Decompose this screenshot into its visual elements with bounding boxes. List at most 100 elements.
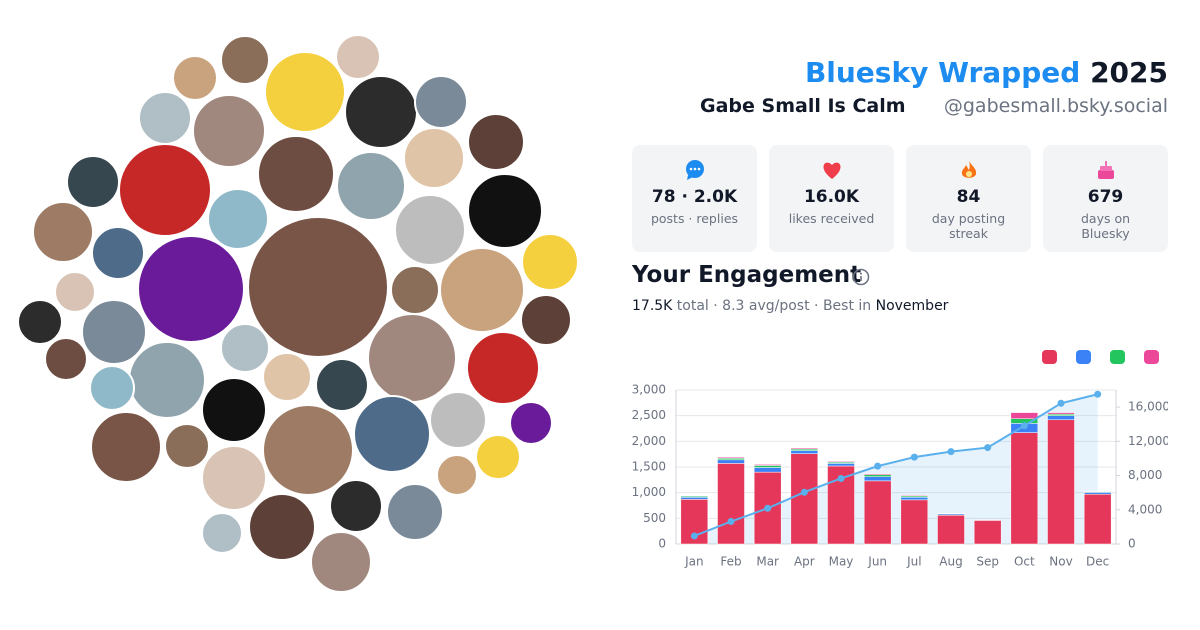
x-tick-label: Jun	[867, 555, 887, 569]
avatar	[220, 323, 270, 373]
avatar	[262, 404, 354, 496]
stat-value: 84	[956, 187, 981, 207]
summary-total: 17.5K	[632, 298, 673, 314]
bar-segment	[863, 480, 892, 545]
avatar	[44, 337, 88, 381]
section-title: Your Engagement	[632, 262, 862, 288]
avatar	[520, 294, 572, 346]
line-point	[690, 532, 698, 540]
bar-segment	[1083, 493, 1112, 545]
avatar	[521, 233, 579, 291]
cake-icon	[1097, 161, 1114, 179]
avatar-cloud	[17, 34, 579, 593]
x-tick-label: Sep	[976, 555, 999, 569]
bar-segment	[900, 494, 929, 497]
x-tick-label: Nov	[1049, 555, 1072, 569]
bar-segment	[1047, 412, 1075, 415]
stat-label: day posting streak	[931, 211, 1006, 241]
chat-icon	[685, 160, 704, 180]
line-point	[764, 504, 772, 512]
avatar	[164, 423, 210, 469]
bar-segment	[1010, 412, 1039, 419]
bar-segment	[973, 520, 1002, 545]
avatar	[264, 51, 346, 133]
bar-segment	[790, 450, 819, 454]
line-point	[727, 517, 735, 525]
avatar	[353, 395, 431, 473]
avatar	[394, 194, 466, 266]
avatar	[66, 155, 120, 209]
avatar	[247, 216, 389, 358]
x-tick-label: Jan	[684, 555, 704, 569]
avatar	[414, 75, 468, 129]
line-point	[984, 444, 992, 452]
y2-tick-label: 12,000	[1128, 434, 1168, 448]
bar-segment	[863, 474, 892, 478]
bar-segment	[790, 447, 819, 450]
engagement-chart: 0 500 1,000 1,500 2,000 2,500 3,000 0 4,000 8,000…	[632, 350, 1168, 569]
bar-segment	[717, 463, 745, 545]
x-tick-label: Feb	[720, 555, 741, 569]
avatar	[403, 127, 465, 189]
avatar	[192, 94, 266, 168]
bar-segment	[1047, 415, 1075, 421]
summary-text: total · 8.3 avg/post · Best in	[672, 298, 876, 314]
year: 2025	[1090, 56, 1168, 89]
avatar	[128, 341, 206, 419]
avatar	[367, 313, 457, 403]
line-point	[1094, 390, 1102, 398]
line-point	[1020, 422, 1028, 430]
avatar	[386, 483, 444, 541]
avatar	[315, 358, 369, 412]
y-tick-label: 2,000	[632, 434, 666, 448]
x-tick-label: Dec	[1086, 555, 1109, 569]
stat-card: 16.0K likes received	[769, 145, 894, 252]
bar-segment	[827, 461, 855, 463]
avatar	[509, 401, 553, 445]
avatar	[466, 331, 540, 405]
x-tick-label: Apr	[794, 555, 815, 569]
avatar	[220, 35, 270, 85]
bar-segment	[900, 499, 929, 545]
brand: Bluesky Wrapped	[804, 56, 1081, 89]
legend-icon[interactable]	[1042, 350, 1057, 364]
avatar	[344, 75, 418, 149]
stat-label: posts · replies	[650, 211, 739, 226]
stat-cards: 78 · 2.0K posts · replies 16.0K likes re…	[632, 145, 1168, 252]
bar-segment	[1010, 432, 1039, 545]
stat-card: 679 days on Bluesky	[1043, 145, 1168, 252]
y-tick-label: 1,500	[632, 460, 666, 474]
stat-value: 78 · 2.0K	[651, 187, 738, 207]
bar-segment	[717, 459, 745, 464]
avatar	[81, 299, 147, 365]
legend-icon[interactable]	[1110, 350, 1125, 364]
avatar	[439, 247, 525, 333]
avatar	[137, 235, 245, 343]
avatar	[90, 411, 162, 483]
line-point	[947, 448, 955, 456]
bar-segment	[753, 464, 782, 466]
title: Bluesky Wrapped 2025	[805, 56, 1168, 89]
avatar	[207, 188, 269, 250]
stat-value: 679	[1087, 187, 1124, 207]
stat-label: likes received	[788, 211, 875, 226]
engagement-summary: 17.5K total · 8.3 avg/post · Best in Nov…	[632, 298, 948, 314]
y-tick-label: 0	[658, 537, 666, 551]
stat-card: 78 · 2.0K posts · replies	[632, 145, 757, 252]
bar-segment	[827, 463, 855, 467]
info-icon[interactable]	[852, 268, 870, 286]
bar-segment	[863, 473, 892, 475]
avatar	[310, 531, 372, 593]
avatar	[475, 434, 521, 480]
bar-segment	[863, 476, 892, 482]
avatar	[172, 55, 218, 101]
x-tick-label: Oct	[1014, 555, 1035, 569]
line-point	[910, 453, 918, 461]
handle: @gabesmall.bsky.social	[943, 95, 1168, 117]
bar-segment	[937, 515, 965, 545]
legend-icon[interactable]	[1076, 350, 1091, 364]
legend-icon[interactable]	[1144, 350, 1159, 364]
avatar	[201, 512, 243, 554]
x-tick-label: May	[829, 555, 854, 569]
